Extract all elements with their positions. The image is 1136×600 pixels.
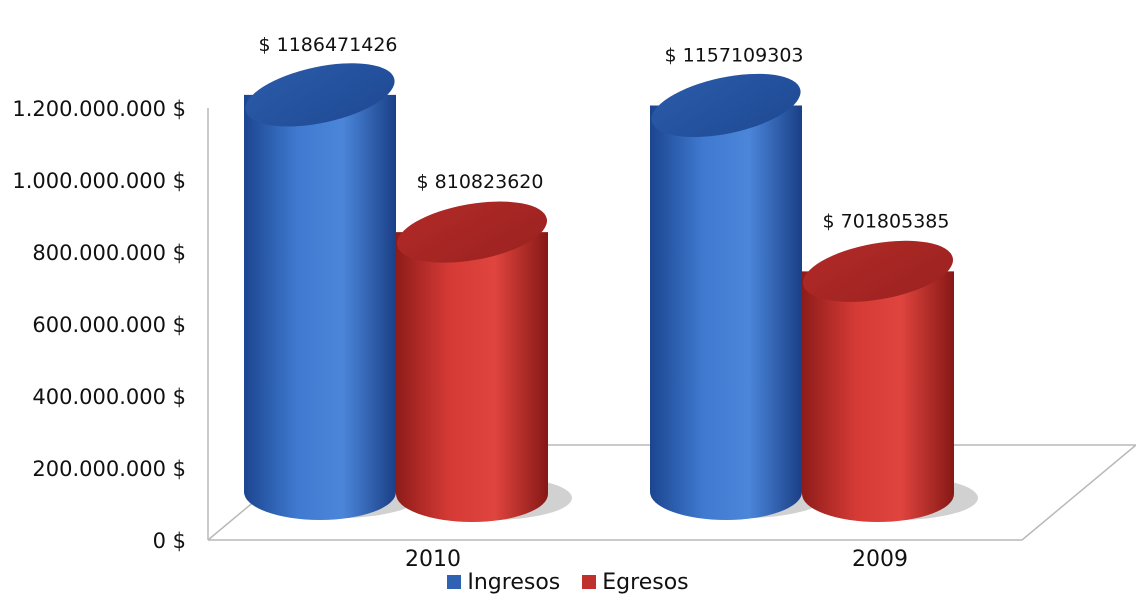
y-tick-label: 1.200.000.000 $ — [12, 97, 186, 121]
legend-label-egresos: Egresos — [602, 569, 689, 595]
y-tick-label: 1.000.000.000 $ — [12, 169, 186, 193]
legend-item-egresos: Egresos — [582, 569, 689, 595]
y-tick-label: 0 $ — [153, 529, 186, 553]
bar-value-label: $ 810823620 — [417, 171, 544, 193]
bar-body — [802, 271, 954, 522]
bar-value-label: $ 1157109303 — [664, 44, 803, 66]
bar-ingresos-2009: $ 1157109303 — [650, 44, 826, 521]
legend-swatch-ingresos — [447, 575, 462, 589]
bar-ingresos-2010: $ 1186471426 — [244, 34, 420, 520]
y-tick-label: 400.000.000 $ — [32, 385, 186, 409]
legend-label-ingresos: Ingresos — [467, 569, 561, 595]
x-tick-label: 2009 — [852, 547, 908, 572]
bar-top-cap — [245, 63, 395, 127]
floor-right-edge — [1021, 444, 1136, 541]
bar-top-cap — [802, 240, 954, 302]
bar-body — [244, 94, 396, 520]
bar-value-label: $ 701805385 — [823, 210, 950, 232]
y-tick-label: 200.000.000 $ — [32, 457, 186, 481]
bar-body — [650, 105, 802, 521]
legend: Ingresos Egresos — [0, 568, 1136, 596]
y-tick-label: 600.000.000 $ — [32, 313, 186, 337]
x-axis-ticks: 2010 2009 — [405, 547, 908, 572]
bar-top-cap — [396, 201, 548, 263]
y-tick-label: 800.000.000 $ — [32, 241, 186, 265]
x-tick-label: 2010 — [405, 547, 461, 572]
legend-swatch-egresos — [582, 575, 597, 589]
bar-top-cap — [651, 73, 801, 138]
bar-egresos-2009: $ 701805385 — [802, 210, 978, 522]
bars-group: $ 1186471426 $ 810823620 $ 1157109303 $ 701… — [244, 34, 978, 522]
bar-value-label: $ 1186471426 — [258, 34, 397, 56]
bar-egresos-2010: $ 810823620 — [396, 171, 572, 522]
bar-body — [396, 232, 548, 522]
legend-item-ingresos: Ingresos — [447, 570, 560, 595]
y-axis-ticks: 0 $ 200.000.000 $ 400.000.000 $ 600.000.000… — [12, 97, 186, 553]
